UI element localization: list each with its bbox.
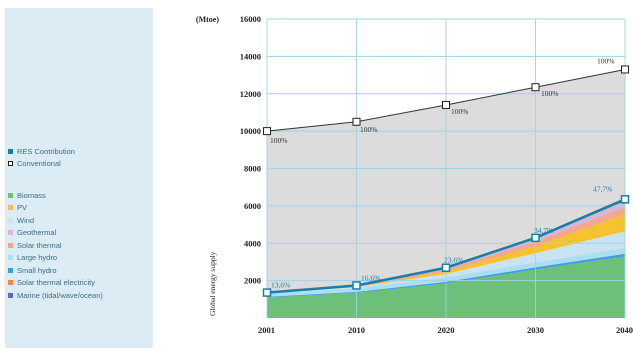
legend-item-solar-thermal: Solar thermal [8,239,103,252]
res-marker [262,288,272,297]
x-tick-label: 2030 [527,325,544,335]
legend-swatch [8,255,13,261]
y-unit-label: (Mtoe) [196,15,219,24]
legend-label: Conventional [17,159,61,169]
conventional-percent-label: 100% [451,107,469,116]
legend-sources: Biomass PV Wind Geothermal Solar thermal Larg… [8,189,103,302]
x-tick-label: 2010 [348,325,365,335]
legend-label: PV [17,203,28,213]
legend-swatch [8,205,13,211]
conventional-marker [621,65,629,74]
legend-swatch [8,161,13,167]
legend-label: Wind [17,215,35,225]
legend-item-wind: Wind [8,214,103,227]
legend-item-marine-tidal-wave-ocean: Marine (tidal/wave/ocean) [8,289,103,302]
legend-totals: RES Contribution Conventional [8,145,75,170]
res-marker [352,281,361,290]
legend-item-small-hydro: Small hydro [8,264,103,277]
legend-label: Solar thermal electricity [17,278,95,288]
res-percent-label: 34,7% [534,226,553,235]
conventional-percent-label: 100% [270,136,288,145]
conventional-percent-label: 100% [597,56,615,65]
legend-swatch [8,267,13,273]
legend-item-geothermal: Geothermal [8,227,103,240]
legend-label: RES Contribution [17,146,75,156]
legend-swatch [8,280,13,286]
res-percent-label: 23,6% [444,256,463,265]
legend-item-large-hydro: Large hydro [8,252,103,265]
conventional-percent-label: 100% [541,89,559,98]
conventional-marker [442,100,450,109]
y-tick-label: 2000 [244,276,261,286]
y-tick-label: 8000 [244,164,261,174]
legend-label: Geothermal [17,228,57,238]
res-percent-label: 13,6% [271,281,290,290]
legend-label: Small hydro [17,265,57,275]
area-large-hydro [267,248,625,297]
y-tick-label: 16000 [240,14,261,24]
legend-swatch [8,292,13,298]
legend-swatch [8,192,13,198]
legend-swatch [8,148,13,154]
legend-label: Solar thermal [17,240,62,250]
conventional-percent-label: 100% [360,125,378,134]
y-axis-title: Global energy supply [208,251,217,316]
res-marker [620,195,630,204]
res-marker [531,233,540,243]
x-tick-label: 2001 [258,325,275,335]
y-tick-label: 4000 [244,238,261,248]
res-marker [441,263,451,272]
conventional-marker [352,117,361,126]
x-tick-label: 2020 [438,325,455,335]
legend-item-res-contribution: RES Contribution [8,145,75,158]
legend-swatch [8,242,13,248]
legend-label: Biomass [17,190,46,200]
y-tick-label: 10000 [240,126,261,136]
legend-item-conventional: Conventional [8,158,75,171]
y-tick-label: 6000 [244,201,261,211]
legend-swatch [8,217,13,223]
legend-item-solar-thermal-electricity: Solar thermal electricity [8,277,103,290]
legend-item-biomass: Biomass [8,189,103,202]
legend-panel: RES Contribution Conventional Biomass PV Wi… [5,8,153,348]
legend-swatch [8,230,13,236]
legend-item-pv: PV [8,202,103,215]
y-tick-label: 12000 [240,89,261,99]
conventional-marker [263,127,271,136]
conventional-marker [531,83,540,92]
legend-label: Large hydro [17,253,58,263]
x-tick-label: 2040 [616,325,633,335]
legend-label: Marine (tidal/wave/ocean) [17,290,103,300]
y-tick-label: 14000 [240,51,261,61]
res-percent-label: 47,7% [593,184,612,193]
res-percent-label: 16,6% [361,273,380,282]
